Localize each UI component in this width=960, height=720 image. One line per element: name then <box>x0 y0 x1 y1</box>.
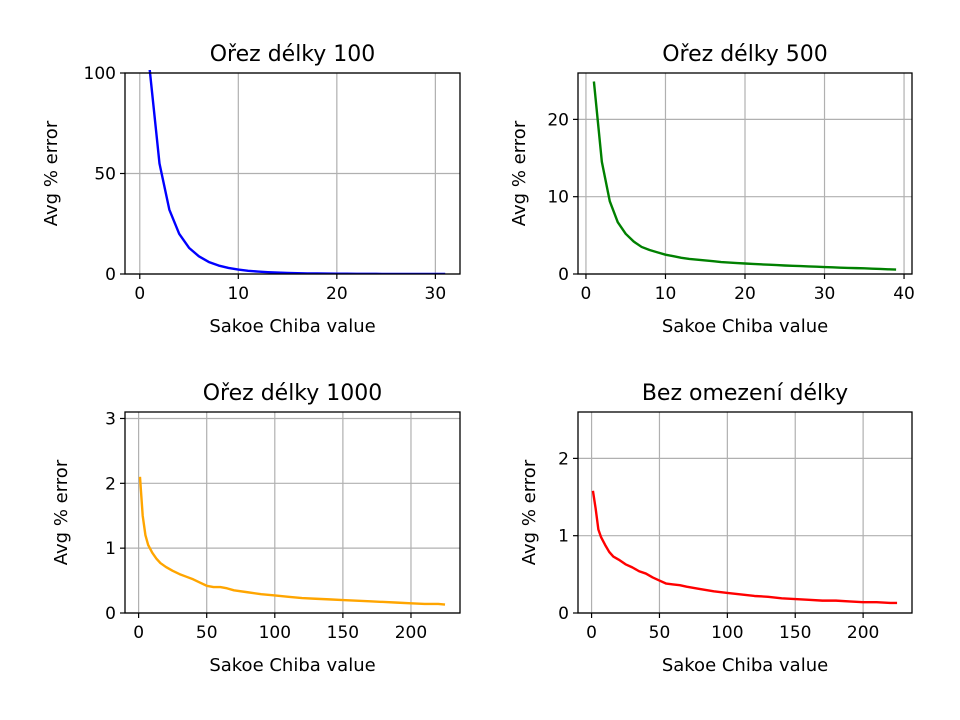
x-tick-label: 100 <box>711 623 743 643</box>
y-tick-label: 50 <box>94 165 116 185</box>
x-tick-label: 20 <box>326 284 348 304</box>
y-tick-label: 100 <box>84 64 116 84</box>
x-tick-label: 200 <box>847 623 879 643</box>
x-tick-label: 30 <box>814 284 836 304</box>
x-axis-label: Sakoe Chiba value <box>662 655 828 676</box>
series-line <box>138 476 446 606</box>
x-tick-label: 0 <box>133 623 144 643</box>
x-tick-label: 20 <box>734 284 756 304</box>
x-tick-label: 50 <box>649 623 671 643</box>
y-tick-label: 3 <box>105 409 116 429</box>
x-tick-label: 200 <box>395 623 427 643</box>
chart-title: Ořez délky 1000 <box>203 381 383 406</box>
y-tick-label: 20 <box>547 110 569 130</box>
y-axis-label: Avg % error <box>509 120 530 226</box>
x-tick-label: 50 <box>196 623 218 643</box>
y-tick-label: 0 <box>558 265 569 285</box>
subplot-4: 0 50 100 150 200 0 1 2 Bez omezení délky Sakoe Ch… <box>519 381 913 676</box>
subplot-2: 0 10 20 30 40 0 10 20 Ořez délky 500 Sakoe Chiba … <box>509 42 915 337</box>
x-tick-label: 150 <box>327 623 359 643</box>
y-tick-label: 10 <box>547 188 569 208</box>
x-tick-label: 0 <box>581 284 592 304</box>
series-line <box>148 70 446 274</box>
y-tick-label: 2 <box>105 474 116 494</box>
y-tick-label: 0 <box>105 265 116 285</box>
y-tick-label: 1 <box>105 539 116 559</box>
subplot-3: 0 50 100 150 200 0 1 2 3 Ořez délky 1000 Sakoe Chi… <box>51 381 461 676</box>
x-tick-label: 0 <box>586 623 597 643</box>
y-tick-label: 1 <box>558 527 569 547</box>
x-tick-label: 10 <box>655 284 677 304</box>
y-axis-label: Avg % error <box>41 120 62 226</box>
x-tick-label: 0 <box>134 284 145 304</box>
x-tick-label: 100 <box>259 623 291 643</box>
x-tick-label: 10 <box>227 284 249 304</box>
x-tick-label: 30 <box>425 284 447 304</box>
x-axis-label: Sakoe Chiba value <box>209 316 375 337</box>
chart-title: Ořez délky 500 <box>662 42 828 67</box>
x-tick-label: 150 <box>779 623 811 643</box>
chart-title: Ořez délky 100 <box>210 42 376 67</box>
plot-frame <box>577 411 913 614</box>
series-line <box>591 490 898 605</box>
x-tick-label: 40 <box>893 284 915 304</box>
x-axis-label: Sakoe Chiba value <box>209 655 375 676</box>
y-tick-label: 0 <box>558 604 569 624</box>
y-axis-label: Avg % error <box>519 459 540 565</box>
y-tick-label: 0 <box>105 604 116 624</box>
chart-title: Bez omezení délky <box>642 381 848 406</box>
plot-frame <box>124 411 461 614</box>
y-axis-label: Avg % error <box>51 459 72 565</box>
series-line <box>592 81 897 271</box>
y-tick-label: 2 <box>558 449 569 469</box>
subplot-1: 0 10 20 30 0 50 100 Ořez délky 100 Sakoe Chiba v… <box>41 42 461 337</box>
x-axis-label: Sakoe Chiba value <box>662 316 828 337</box>
